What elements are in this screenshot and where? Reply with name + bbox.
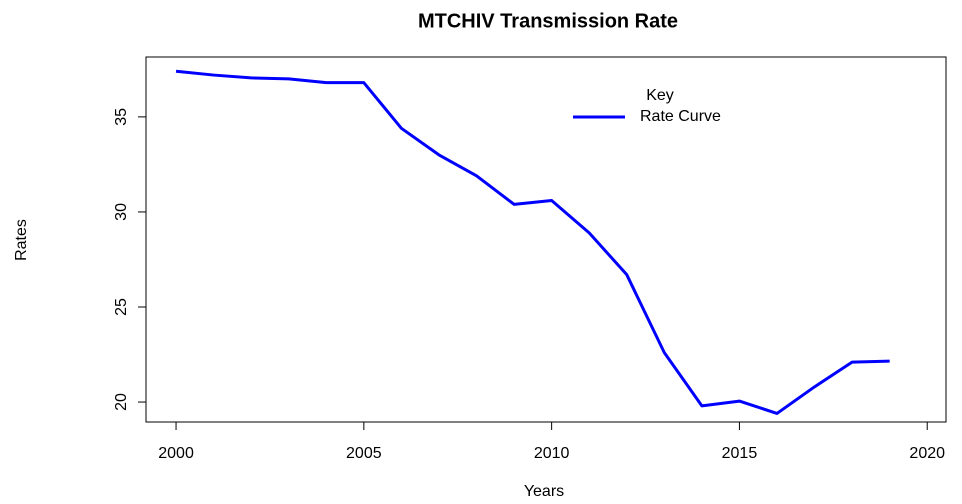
plot-frame (145, 56, 947, 423)
x-tick-label: 2005 (346, 445, 382, 462)
legend-label: Rate Curve (640, 108, 721, 125)
y-axis-label: Rates (13, 219, 30, 261)
legend-title: Key (646, 87, 674, 104)
x-tick-label: 2000 (158, 445, 194, 462)
chart-title: MTCHIV Transmission Rate (418, 10, 678, 32)
x-tick-label: 2015 (722, 445, 758, 462)
y-tick-label: 25 (113, 298, 130, 316)
data-line (175, 69, 890, 415)
y-tick-label: 35 (113, 108, 130, 126)
y-tick-label: 30 (113, 203, 130, 221)
x-tick-label: 2010 (534, 445, 570, 462)
x-axis-label: Years (524, 483, 564, 500)
y-tick-label: 20 (113, 393, 130, 411)
x-tick-label: 2020 (909, 445, 945, 462)
